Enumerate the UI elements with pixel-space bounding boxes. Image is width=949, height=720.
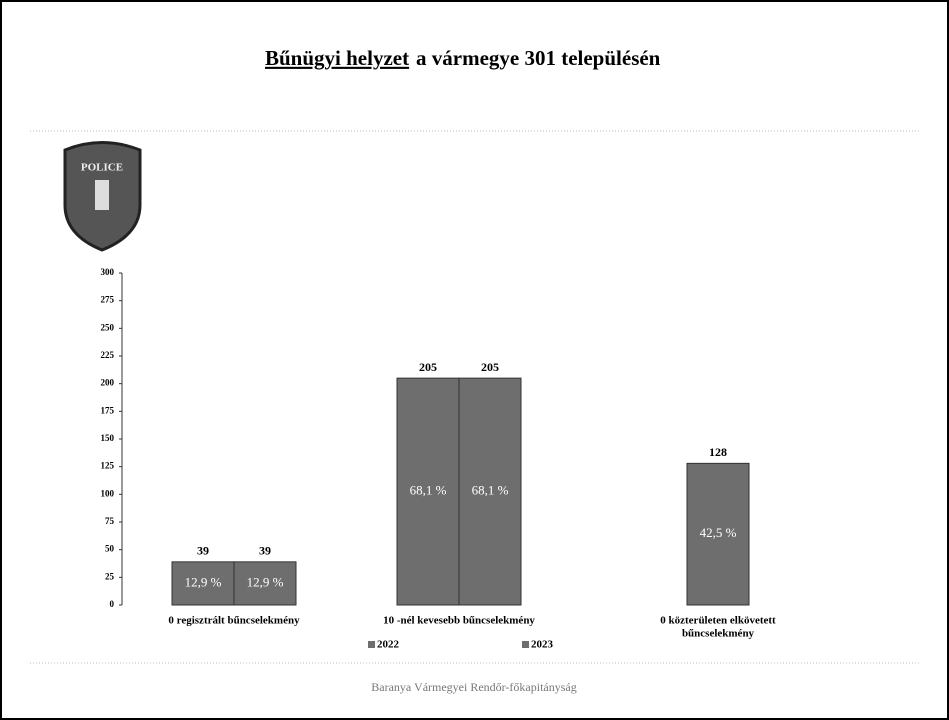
legend-label: 2022 (377, 639, 400, 651)
value-label: 39 (197, 544, 209, 558)
y-tick-label: 0 (110, 599, 115, 609)
y-tick-label: 225 (101, 350, 115, 360)
inner-label: 42,5 % (700, 525, 737, 540)
x-tick-label: 0 közterületen elkövetett (660, 615, 776, 627)
y-tick-label: 25 (105, 571, 115, 581)
y-tick-label: 50 (105, 544, 115, 554)
title-underlined: Bűnügyi helyzet (265, 46, 409, 70)
y-tick-label: 175 (101, 405, 115, 415)
inner-label: 12,9 % (247, 574, 284, 589)
footer: Baranya Vármegyei Rendőr-főkapitányság (371, 680, 576, 694)
y-tick-label: 200 (101, 378, 115, 388)
badge-text: POLICE (81, 162, 123, 174)
inner-label: 68,1 % (472, 483, 509, 498)
value-label: 205 (481, 360, 499, 374)
y-tick-label: 125 (101, 461, 115, 471)
x-tick-label: 0 regisztrált bűncselekmény (168, 615, 300, 627)
y-tick-label: 75 (105, 516, 115, 526)
inner-label: 12,9 % (185, 574, 222, 589)
slide-frame (1, 1, 948, 719)
police-badge: POLICE (65, 143, 140, 251)
slide: Bűnügyi helyzet a vármegye 301 település… (0, 0, 949, 720)
value-label: 128 (709, 445, 727, 459)
y-tick-label: 100 (101, 488, 115, 498)
x-tick-label: 10 -nél kevesebb bűncselekmény (383, 615, 535, 627)
legend-swatch (522, 641, 529, 648)
title: a vármegye 301 településén (416, 46, 661, 70)
y-tick-label: 275 (101, 295, 115, 305)
badge-tower (95, 180, 109, 210)
value-label: 205 (419, 360, 437, 374)
y-tick-label: 300 (101, 267, 115, 277)
legend-swatch (368, 641, 375, 648)
legend-label: 2023 (531, 639, 554, 651)
value-label: 39 (259, 544, 271, 558)
x-tick-label: bűncselekmény (682, 628, 755, 640)
y-tick-label: 150 (101, 433, 115, 443)
y-tick-label: 250 (101, 322, 115, 332)
inner-label: 68,1 % (410, 483, 447, 498)
